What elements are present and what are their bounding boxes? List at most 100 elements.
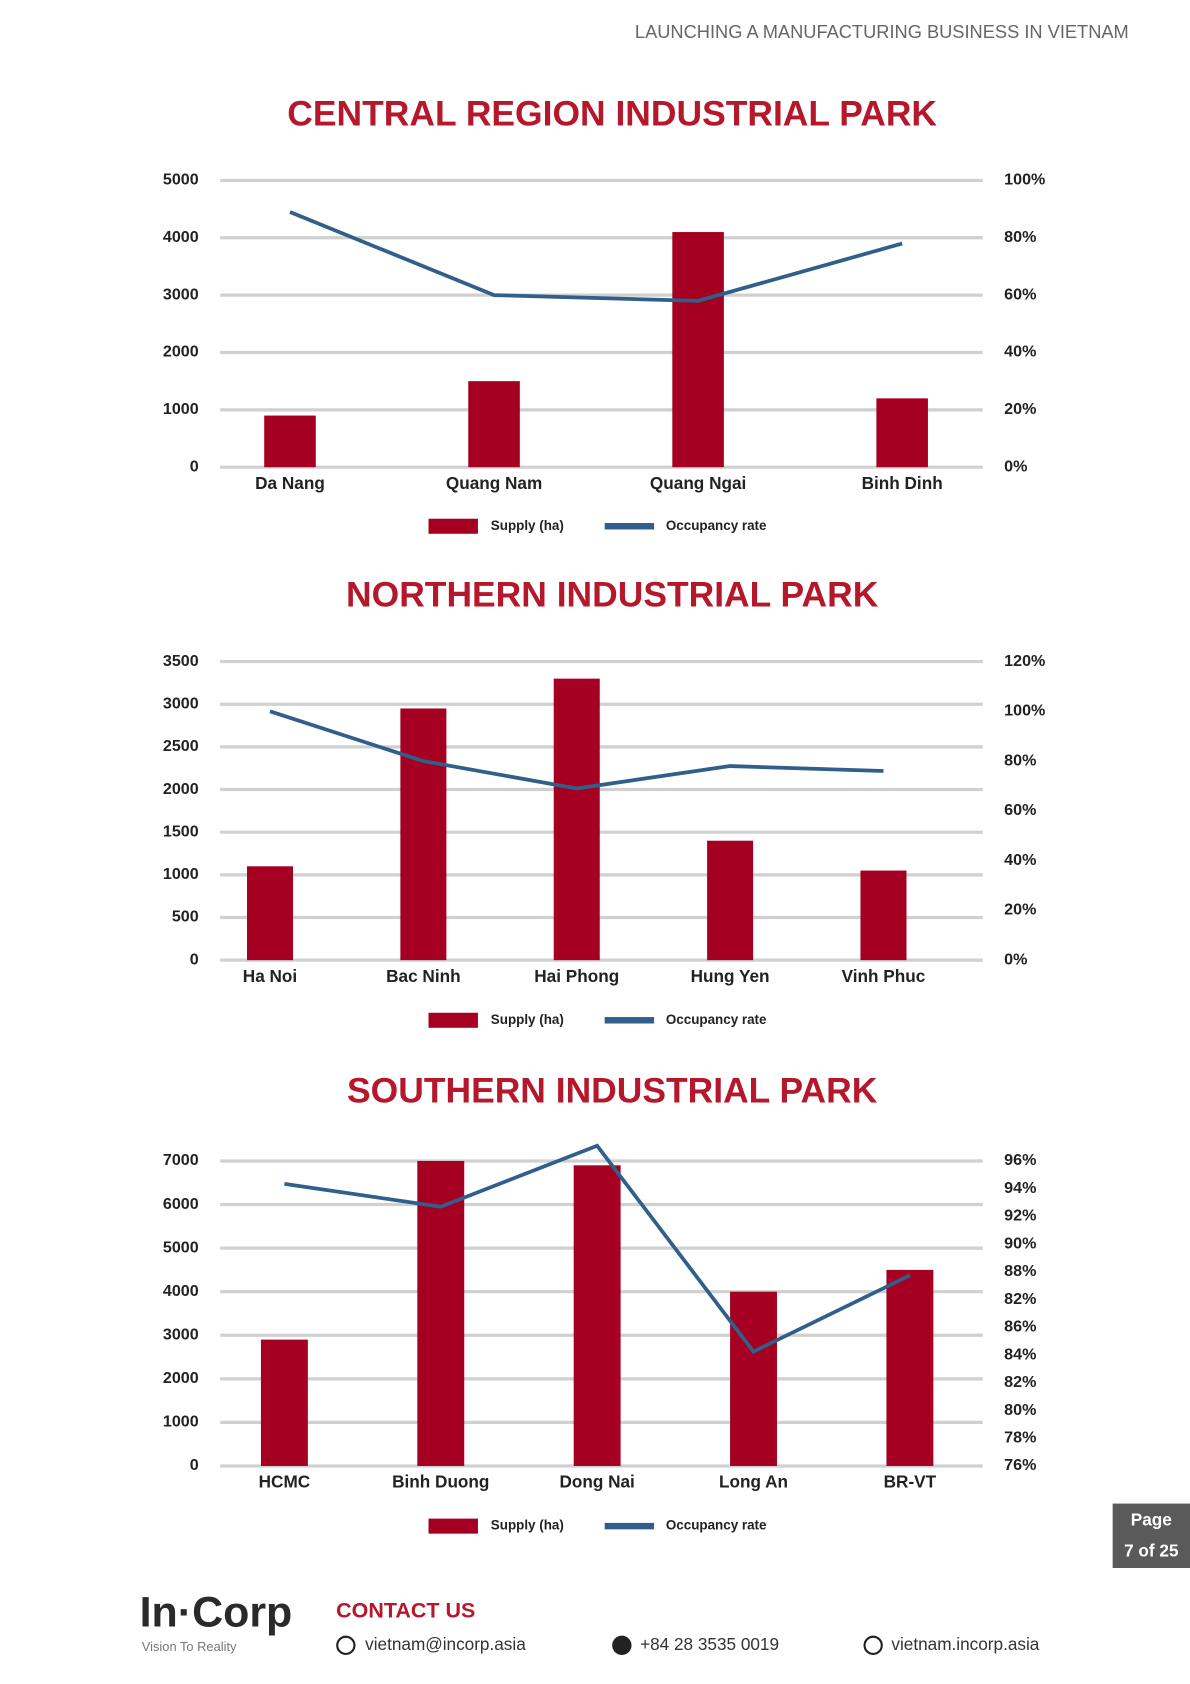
y2-tick-label: 92%: [1004, 1207, 1036, 1225]
legend-swatch: [428, 1012, 478, 1028]
bar: [260, 1339, 308, 1466]
y2-tick-label: 60%: [1004, 801, 1036, 819]
y-tick-label: 3000: [163, 694, 199, 712]
legend-swatch: [604, 1522, 655, 1530]
bar: [886, 1269, 934, 1466]
y-tick-label: 5000: [163, 1238, 199, 1256]
x-tick-label: Binh Dinh: [862, 473, 943, 493]
occupancy-line: [284, 1143, 911, 1354]
y-tick-label: 500: [172, 908, 199, 926]
y2-tick-label: 76%: [1004, 1456, 1036, 1474]
bar: [860, 870, 907, 961]
y-tick-label: 0: [190, 950, 199, 968]
x-tick-label: Bac Ninh: [386, 966, 460, 986]
bar: [876, 398, 928, 468]
y-tick-label: 5000: [163, 171, 199, 189]
y2-tick-label: 82%: [1004, 1373, 1036, 1391]
contact-title: CONTACT US: [336, 1599, 475, 1623]
y2-tick-label: 82%: [1004, 1290, 1036, 1308]
bar: [730, 1291, 777, 1466]
y2-tick-label: 78%: [1004, 1429, 1036, 1447]
y-tick-label: 3500: [163, 652, 199, 670]
occupancy-line: [269, 709, 884, 791]
y-tick-label: 0: [190, 457, 199, 475]
y2-tick-label: 100%: [1004, 702, 1045, 720]
y2-tick-label: 100%: [1004, 171, 1045, 189]
x-tick-label: HCMC: [259, 1472, 311, 1492]
y-tick-label: 6000: [163, 1195, 199, 1213]
y2-tick-label: 20%: [1004, 400, 1036, 418]
y-tick-label: 2000: [163, 1369, 199, 1387]
logo: In·Corp: [140, 1589, 293, 1637]
y2-tick-label: 0%: [1004, 457, 1027, 475]
x-tick-label: Hai Phong: [534, 966, 619, 986]
legend-label: Occupancy rate: [666, 1518, 767, 1533]
legend-label: Supply (ha): [491, 518, 564, 533]
bar: [417, 1160, 465, 1466]
legend-swatch: [604, 1017, 655, 1024]
bar: [400, 708, 447, 961]
y-tick-label: 1000: [163, 1413, 199, 1431]
y2-tick-label: 40%: [1004, 343, 1036, 361]
page-number: 7 of 25: [1124, 1540, 1179, 1560]
y2-tick-label: 60%: [1004, 285, 1036, 303]
y-tick-label: 1500: [163, 822, 199, 840]
bar: [264, 415, 316, 468]
y2-tick-label: 0%: [1004, 950, 1027, 968]
x-tick-label: Binh Duong: [392, 1472, 489, 1492]
y-tick-label: 0: [190, 1456, 199, 1474]
bar: [247, 866, 294, 961]
chart-title: CENTRAL REGION INDUSTRIAL PARK: [287, 93, 937, 133]
x-tick-label: Dong Nai: [559, 1472, 634, 1492]
y2-tick-label: 84%: [1004, 1345, 1036, 1363]
legend-label: Occupancy rate: [666, 1012, 767, 1027]
y2-tick-label: 80%: [1004, 1401, 1036, 1419]
y2-tick-label: 88%: [1004, 1262, 1036, 1280]
y-tick-label: 1000: [163, 865, 199, 883]
x-tick-label: Long An: [719, 1472, 788, 1492]
legend-swatch: [604, 523, 655, 530]
bar: [672, 232, 724, 468]
phone[interactable]: +84 28 3535 0019: [640, 1634, 779, 1654]
x-tick-label: Vinh Phuc: [842, 966, 926, 986]
bar: [553, 678, 600, 961]
legend-label: Supply (ha): [491, 1012, 564, 1027]
x-tick-label: Quang Ngai: [650, 473, 746, 493]
y2-tick-label: 90%: [1004, 1234, 1036, 1252]
page-box: [1112, 1503, 1190, 1569]
tagline: Vision To Reality: [142, 1639, 237, 1654]
legend-swatch: [428, 518, 478, 534]
y-tick-label: 2000: [163, 343, 199, 361]
occupancy-line: [289, 210, 903, 303]
y-tick-label: 7000: [163, 1151, 199, 1169]
website[interactable]: vietnam.incorp.asia: [891, 1634, 1039, 1654]
chart-title: SOUTHERN INDUSTRIAL PARK: [347, 1071, 878, 1111]
y2-tick-label: 80%: [1004, 751, 1036, 769]
x-tick-label: Hung Yen: [691, 966, 770, 986]
email-icon: [336, 1635, 356, 1656]
y-tick-label: 4000: [163, 228, 199, 246]
legend-swatch: [428, 1518, 478, 1534]
web-icon: [863, 1635, 883, 1656]
page-label: Page: [1131, 1509, 1172, 1529]
x-tick-label: Da Nang: [255, 473, 325, 493]
y-tick-label: 3000: [163, 285, 199, 303]
y2-tick-label: 86%: [1004, 1318, 1036, 1336]
legend-label: Occupancy rate: [666, 518, 767, 533]
y-tick-label: 2500: [163, 737, 199, 755]
chart-title: NORTHERN INDUSTRIAL PARK: [346, 574, 879, 614]
email[interactable]: vietnam@incorp.asia: [365, 1634, 526, 1654]
x-tick-label: BR-VT: [884, 1472, 937, 1492]
header: LAUNCHING A MANUFACTURING BUSINESS IN VI…: [635, 21, 1129, 42]
bar: [468, 381, 520, 468]
y-tick-label: 1000: [163, 400, 199, 418]
legend-label: Supply (ha): [491, 1518, 564, 1533]
x-tick-label: Ha Noi: [243, 966, 297, 986]
y2-tick-label: 96%: [1004, 1151, 1036, 1169]
phone-icon: [612, 1635, 632, 1656]
y2-tick-label: 120%: [1004, 652, 1045, 670]
bar: [573, 1165, 621, 1466]
bar: [707, 840, 754, 961]
y2-tick-label: 94%: [1004, 1179, 1036, 1197]
